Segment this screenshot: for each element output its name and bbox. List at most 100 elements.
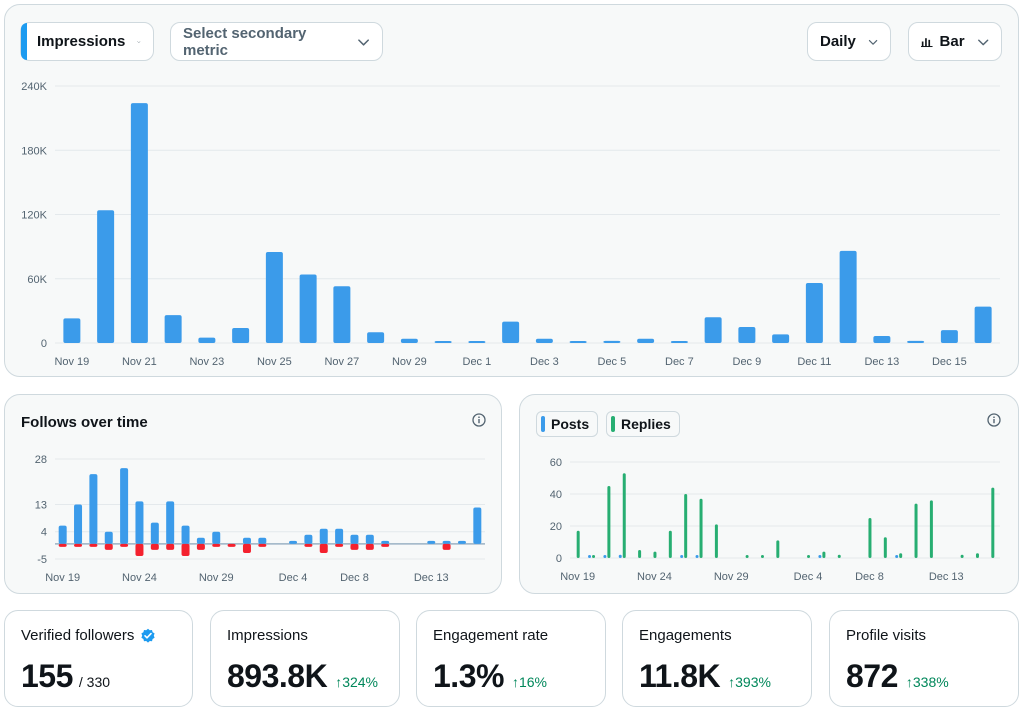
impressions-bar xyxy=(434,341,452,343)
impressions-bar xyxy=(333,286,351,343)
unfollows-bar xyxy=(442,543,451,550)
x-tick-label: Dec 5 xyxy=(598,356,627,368)
unfollows-bar xyxy=(104,543,113,550)
stat-label: Engagement rate xyxy=(433,627,549,644)
follows-bar xyxy=(473,507,482,544)
y-tick-label: 60K xyxy=(27,274,47,286)
unfollows-bar xyxy=(166,543,175,550)
x-tick-label: Dec 13 xyxy=(414,572,449,584)
impressions-bar xyxy=(637,338,655,343)
replies-bar xyxy=(837,554,841,558)
stat-label: Impressions xyxy=(227,627,308,644)
follows-bar xyxy=(58,525,67,544)
stat-value: 11.8K xyxy=(639,658,721,694)
follows-bar xyxy=(74,504,83,544)
follows-bar xyxy=(427,540,436,544)
unfollows-bar xyxy=(319,543,328,553)
y-tick-label: 60 xyxy=(550,457,562,469)
impressions-bar xyxy=(198,337,216,343)
impressions-bar xyxy=(63,318,81,343)
replies-bar xyxy=(714,524,718,558)
y-tick-label: -5 xyxy=(37,554,47,566)
unfollows-bar xyxy=(212,543,221,547)
secondary-metric-dropdown[interactable]: Select secondary metric xyxy=(170,22,383,61)
replies-bar xyxy=(975,553,979,558)
stat-label: Engagements xyxy=(639,627,732,644)
bar-chart-icon xyxy=(921,38,933,48)
primary-metric-dropdown[interactable]: Impressions xyxy=(20,22,154,61)
stat-engagements[interactable]: Engagements 11.8K ↑393% xyxy=(622,610,812,707)
impressions-bar xyxy=(839,250,857,343)
x-tick-label: Dec 15 xyxy=(932,356,967,368)
follows-bar xyxy=(104,531,113,544)
follows-bar xyxy=(258,537,267,544)
stat-delta: ↑16% xyxy=(511,674,547,690)
replies-bar xyxy=(668,530,672,558)
stat-label-wrap: Verified followers xyxy=(21,627,156,644)
interval-label: Daily xyxy=(820,33,856,50)
x-tick-label: Dec 13 xyxy=(864,356,899,368)
x-tick-label: Dec 4 xyxy=(794,571,823,583)
x-tick-label: Nov 27 xyxy=(324,356,359,368)
replies-bar xyxy=(745,555,749,558)
unfollows-bar xyxy=(135,543,144,556)
stat-impressions[interactable]: Impressions 893.8K ↑324% xyxy=(210,610,400,707)
y-tick-label: 240K xyxy=(21,81,47,93)
impressions-bar xyxy=(299,274,317,343)
impressions-bar xyxy=(704,317,722,343)
impressions-bar xyxy=(232,328,250,343)
replies-bar xyxy=(807,555,811,558)
legend-replies[interactable]: Replies xyxy=(606,411,680,437)
follows-bar xyxy=(166,501,175,544)
impressions-bar xyxy=(974,306,992,343)
replies-bar xyxy=(699,498,703,558)
follows-card-title: Follows over time xyxy=(21,414,148,431)
stat-engagement-rate[interactable]: Engagement rate 1.3% ↑16% xyxy=(416,610,606,707)
replies-bar xyxy=(776,540,780,558)
x-tick-label: Nov 29 xyxy=(714,571,749,583)
stat-delta: ↑338% xyxy=(905,674,949,690)
unfollows-bar xyxy=(381,543,390,547)
replies-bar xyxy=(576,530,580,558)
impressions-bar xyxy=(367,332,385,343)
impressions-bar xyxy=(265,251,283,343)
impressions-bar xyxy=(805,283,823,343)
primary-metric-label: Impressions xyxy=(37,33,126,50)
follows-bar xyxy=(242,537,251,544)
info-icon[interactable] xyxy=(987,413,1001,427)
x-tick-label: Nov 25 xyxy=(257,356,292,368)
follows-bar-chart: -5 4 13 28 Nov 19 Nov 24 Nov 29 Dec 4 Dec 8 Dec 1… xyxy=(35,454,485,584)
x-tick-label: Nov 19 xyxy=(54,356,89,368)
impressions-bar xyxy=(907,340,925,343)
unfollows-bar xyxy=(335,543,344,547)
chart-type-dropdown[interactable]: Bar xyxy=(908,22,1002,61)
impressions-bar xyxy=(130,103,148,343)
replies-bar xyxy=(883,537,887,558)
impressions-bar xyxy=(603,340,621,343)
follows-bar xyxy=(181,525,190,544)
legend-posts[interactable]: Posts xyxy=(536,411,599,437)
replies-swatch xyxy=(611,416,615,432)
stat-profile-visits[interactable]: Profile visits 872 ↑338% xyxy=(829,610,1019,707)
info-icon[interactable] xyxy=(472,413,486,427)
replies-bar xyxy=(622,473,626,558)
impressions-bar xyxy=(97,210,115,343)
legend-replies-label: Replies xyxy=(621,416,671,432)
y-tick-label: 0 xyxy=(41,338,47,350)
impressions-bar xyxy=(940,330,958,343)
posts-swatch xyxy=(541,416,545,432)
interval-dropdown[interactable]: Daily xyxy=(807,22,891,61)
unfollows-bar xyxy=(350,543,359,550)
y-tick-label: 4 xyxy=(41,527,47,539)
stat-label: Profile visits xyxy=(846,627,927,644)
chevron-down-icon xyxy=(358,38,369,46)
impressions-bar xyxy=(569,341,587,343)
impressions-chart-card: Impressions Select secondary metric Dail… xyxy=(4,4,1019,377)
unfollows-bar xyxy=(181,543,190,556)
follows-bar xyxy=(212,531,221,544)
replies-bar xyxy=(822,551,826,558)
follows-bar xyxy=(319,528,328,544)
follows-chart-card: Follows over time -5 4 13 28 Nov 19 Nov 24 Nov… xyxy=(4,394,502,594)
stat-verified-followers[interactable]: Verified followers 155 / 330 xyxy=(4,610,193,707)
legend-posts-label: Posts xyxy=(551,416,590,432)
